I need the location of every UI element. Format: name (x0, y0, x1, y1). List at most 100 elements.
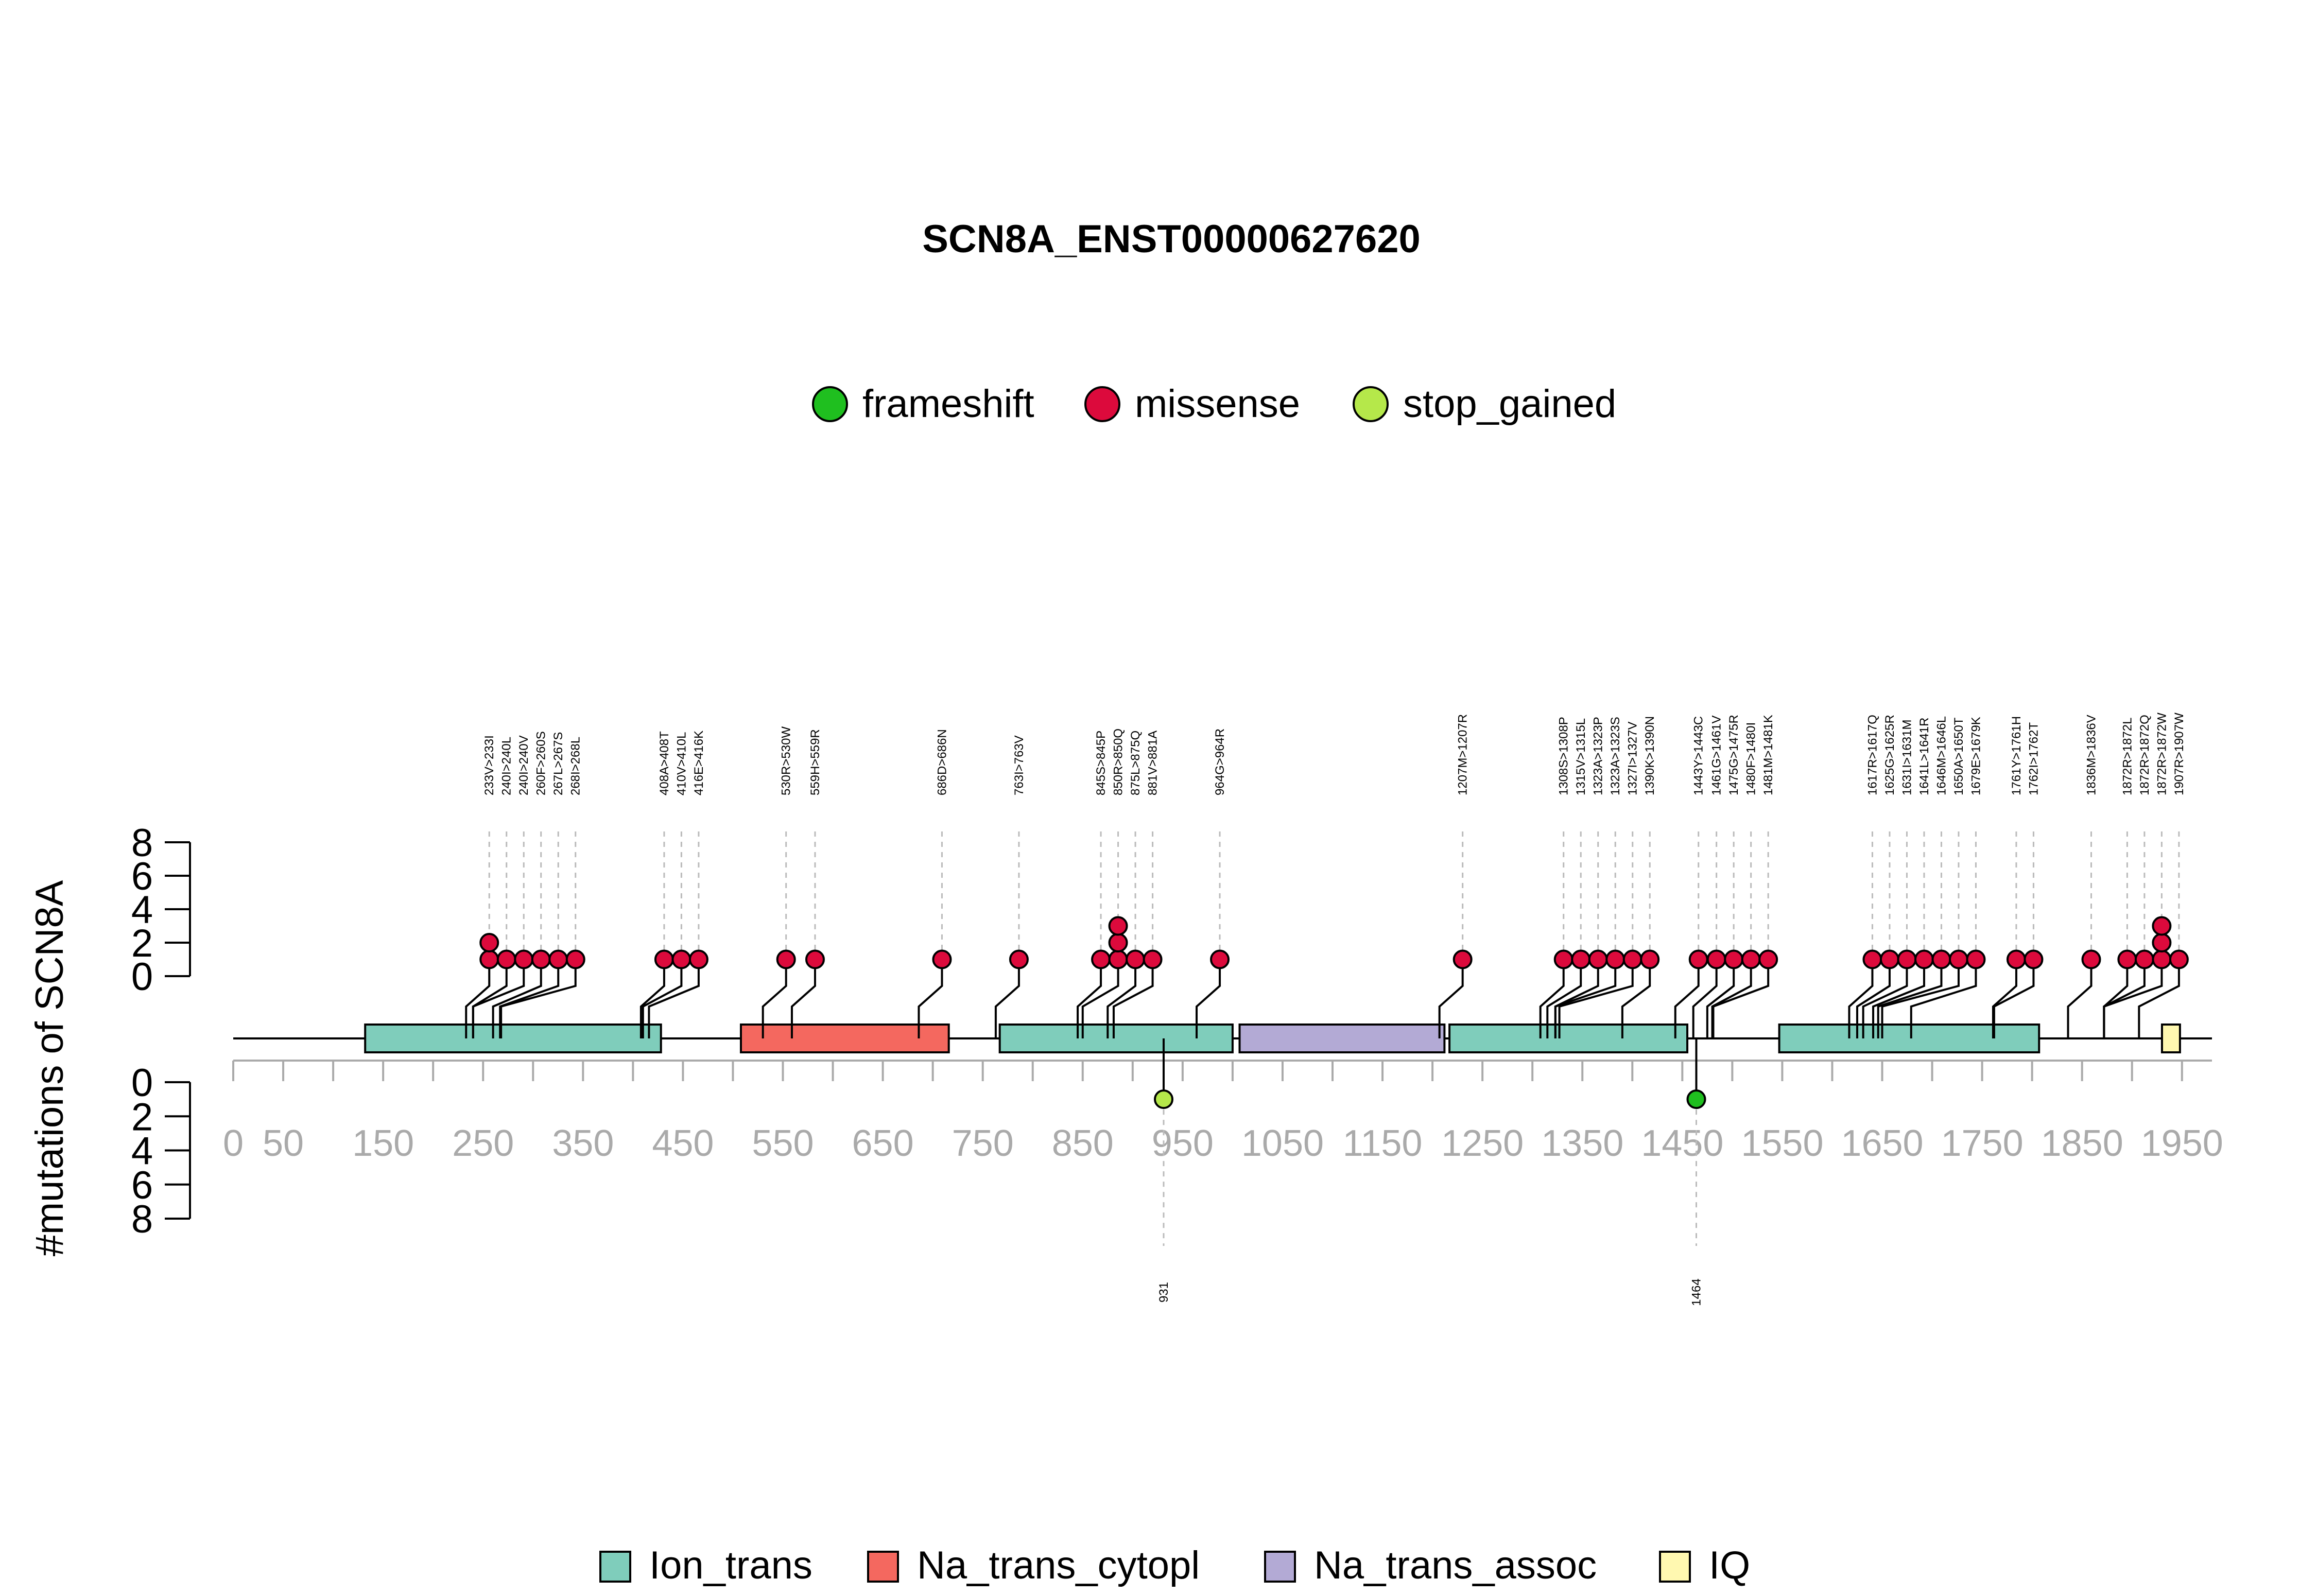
legend-label-Na_trans_assoc: Na_trans_assoc (1314, 1543, 1597, 1587)
legend-swatch-Na_trans_cytopl (867, 1551, 899, 1583)
mutation-label: 686D>686N (935, 729, 949, 795)
mutation-point (531, 949, 551, 969)
mutation-stem (1674, 959, 1700, 1038)
mutation-label: 1461G>1461V (1710, 716, 1724, 795)
legend-item-Na_trans_cytopl: Na_trans_cytopl (867, 1543, 1200, 1587)
mutation-stem (1881, 959, 1960, 1038)
upper-y-tick-label: 8 (131, 821, 153, 865)
mutation-931: 931 (1153, 1038, 1173, 1303)
mutation-881V>881A: 881V>881A (1112, 731, 1163, 1038)
mutation-stem (1692, 959, 1718, 1038)
x-tick-label: 750 (952, 1123, 1014, 1164)
mutation-stem (1910, 959, 1977, 1038)
mutation-stem (1077, 959, 1102, 1038)
mutation-label: 931 (1157, 1282, 1171, 1303)
mutation-label: 1872R>1872W (2155, 713, 2169, 795)
mutation-point (805, 949, 825, 969)
mutation-point (565, 949, 585, 969)
mutation-point (1622, 949, 1642, 969)
legend-label-IQ: IQ (1709, 1543, 1750, 1587)
legend-item-stop_gained: stop_gained (1353, 382, 1616, 426)
legend-label-Na_trans_cytopl: Na_trans_cytopl (917, 1543, 1200, 1587)
legend-label-frameshift: frameshift (862, 382, 1034, 426)
mutation-label: 410V>410L (675, 732, 688, 795)
x-tick-label: 1050 (1241, 1123, 1324, 1164)
chart-title: SCN8A_ENST00000627620 (922, 217, 1421, 261)
mutation-point (479, 933, 499, 952)
mutation-label: 267L>267S (551, 732, 565, 795)
mutation-point (2006, 949, 2026, 969)
x-tick-label: 1550 (1741, 1123, 1823, 1164)
x-tick-label: 1750 (1941, 1123, 2024, 1164)
mutation-label: 1315V>1315L (1574, 718, 1588, 795)
mutation-1443Y>1443C: 1443Y>1443C (1674, 716, 1708, 1038)
mutation-point (1914, 949, 1934, 969)
mutation-267L>267S: 267L>267S (499, 732, 568, 1038)
domain-Ion_trans (364, 1023, 662, 1053)
mutation-label: 530R>530W (780, 726, 793, 795)
mutation-stem (1539, 959, 1565, 1038)
mutation-label: 1327I>1327V (1626, 722, 1640, 795)
x-tick-label: 1250 (1441, 1123, 1524, 1164)
mutation-stem (492, 959, 542, 1038)
mutation-point (1640, 949, 1660, 969)
mutation-1625G>1625R: 1625G>1625R (1856, 715, 1899, 1038)
domain-legend: Ion_trans Na_trans_cytopl Na_trans_assoc IQ (599, 1543, 1750, 1587)
mutation-stem (1862, 959, 1908, 1038)
mutation-point (1108, 949, 1128, 969)
mutation-stem (1848, 959, 1874, 1038)
legend-label-Ion_trans: Ion_trans (649, 1543, 812, 1587)
lower-y-tick-label: 6 (131, 1164, 153, 1207)
mutation-label: 850R>850Q (1112, 728, 1126, 795)
mutation-point (1143, 949, 1163, 969)
mutation-1631I>1631M: 1631I>1631M (1862, 720, 1917, 1038)
mutation-point (479, 949, 499, 969)
mutation-label: 1872R>1872Q (2138, 715, 2152, 795)
mutation-686D>686N: 686D>686N (918, 729, 952, 1038)
mutation-530R>530W: 530R>530W (762, 726, 796, 1038)
x-tick-label: 350 (552, 1123, 614, 1164)
mutation-stem (1546, 959, 1582, 1038)
mutation-stem (1993, 959, 2035, 1038)
mutation-point (1741, 949, 1761, 969)
mutation-label: 1481M>1481K (1761, 715, 1775, 795)
mutation-stem (1554, 959, 1617, 1038)
mutation-stem (1856, 959, 1891, 1038)
mutation-point (1108, 933, 1128, 952)
mutation-point (1571, 949, 1591, 969)
mutation-stem (1706, 959, 1735, 1038)
mutation-240I>240V: 240I>240V (472, 735, 534, 1038)
mutation-label: 1625G>1625R (1883, 715, 1897, 795)
mutation-stem (1621, 959, 1651, 1038)
mutation-point (1688, 949, 1708, 969)
mutation-label: 1907R>1907W (2172, 713, 2186, 795)
mutation-stem (1106, 959, 1137, 1038)
mutation-point (2169, 949, 2189, 969)
mutation-point (548, 949, 568, 969)
mutation-1464: 1464 (1686, 1038, 1706, 1306)
domain-IQ (2160, 1023, 2181, 1053)
mutation-stem (1112, 959, 1154, 1038)
mutation-240I>240L: 240I>240L (472, 737, 516, 1038)
mutation-point (654, 949, 674, 969)
mutation-point (1931, 949, 1951, 969)
mutation-label: 1836M>1836V (2085, 715, 2099, 795)
mutation-stem (2138, 959, 2180, 1038)
mutation-point (1948, 949, 1968, 969)
mutation-559H>559R: 559H>559R (790, 729, 825, 1038)
x-tick-label: 850 (1052, 1123, 1114, 1164)
mutation-875L>875Q: 875L>875Q (1106, 731, 1146, 1038)
legend-item-Na_trans_assoc: Na_trans_assoc (1264, 1543, 1597, 1587)
mutation-label: 1761Y>1761H (2010, 716, 2024, 795)
legend-item-Ion_trans: Ion_trans (599, 1543, 812, 1587)
mutation-point (776, 949, 796, 969)
mutation-label: 1464 (1689, 1278, 1703, 1306)
mutation-point (2024, 949, 2044, 969)
upper-y-tick-label: 6 (131, 855, 153, 898)
mutation-1617R>1617Q: 1617R>1617Q (1848, 715, 1882, 1038)
mutation-label: 408A>408T (658, 731, 671, 795)
mutation-stem (1872, 959, 1925, 1038)
mutation-label: 240I>240L (500, 737, 514, 795)
